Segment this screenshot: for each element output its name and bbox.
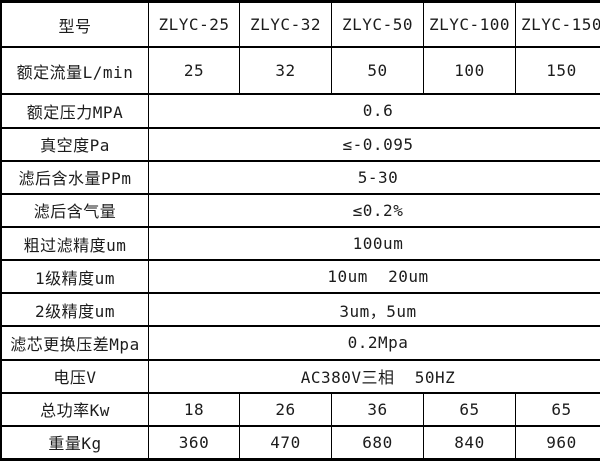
cell-flow-5: 150 [516, 48, 600, 94]
cell-stage1-precision: 10um 20um [149, 261, 600, 293]
row-label-stage1-precision: 1级精度um [2, 261, 148, 293]
row-label-total-power: 总功率Kw [2, 393, 148, 425]
cell-rated-pressure: 0.6 [149, 95, 600, 127]
cell-power-4: 65 [424, 393, 515, 425]
row-label-rated-pressure: 额定压力MPA [2, 95, 148, 127]
table-row: 滤后含水量PPm 5-30 [2, 161, 600, 193]
cell-voltage: AC380V三相 50HZ [149, 360, 600, 392]
cell-coarse-precision: 100um [149, 227, 600, 260]
table-row: 滤后含气量 ≤0.2% [2, 194, 600, 226]
row-label-vacuum: 真空度Pa [2, 128, 148, 160]
cell-weight-4: 840 [424, 426, 515, 458]
row-label-element-pressure-diff: 滤芯更换压差Mpa [2, 327, 148, 359]
cell-flow-1: 25 [149, 48, 239, 94]
table-row: 额定压力MPA 0.6 [2, 95, 600, 127]
cell-flow-4: 100 [424, 48, 515, 94]
cell-water-content: 5-30 [149, 161, 600, 193]
cell-model-3: ZLYC-50 [332, 3, 423, 47]
cell-vacuum: ≤-0.095 [149, 128, 600, 160]
cell-model-5: ZLYC-150 [516, 3, 600, 47]
cell-weight-3: 680 [332, 426, 423, 458]
table-row: 滤芯更换压差Mpa 0.2Mpa [2, 327, 600, 359]
table-row: 2级精度um 3um，5um [2, 294, 600, 326]
row-label-stage2-precision: 2级精度um [2, 294, 148, 326]
cell-weight-5: 960 [516, 426, 600, 458]
cell-weight-2: 470 [240, 426, 331, 458]
table-row: 1级精度um 10um 20um [2, 261, 600, 293]
cell-model-2: ZLYC-32 [240, 3, 331, 47]
cell-gas-content: ≤0.2% [149, 194, 600, 226]
table-row: 真空度Pa ≤-0.095 [2, 128, 600, 160]
table-row: 型号 ZLYC-25 ZLYC-32 ZLYC-50 ZLYC-100 ZLYC… [2, 3, 600, 47]
row-label-voltage: 电压V [2, 360, 148, 392]
cell-model-4: ZLYC-100 [424, 3, 515, 47]
cell-power-3: 36 [332, 393, 423, 425]
cell-element-pressure-diff: 0.2Mpa [149, 327, 600, 359]
cell-stage2-precision: 3um，5um [149, 294, 600, 326]
cell-power-1: 18 [149, 393, 239, 425]
table-row: 电压V AC380V三相 50HZ [2, 360, 600, 392]
row-label-coarse-precision: 粗过滤精度um [2, 227, 148, 260]
table-row: 总功率Kw 18 26 36 65 65 [2, 393, 600, 425]
row-label-gas-content: 滤后含气量 [2, 194, 148, 226]
row-label-weight: 重量Kg [2, 426, 148, 458]
row-label-model: 型号 [2, 3, 148, 47]
cell-power-5: 65 [516, 393, 600, 425]
table-row: 粗过滤精度um 100um [2, 227, 600, 260]
cell-weight-1: 360 [149, 426, 239, 458]
table-row: 额定流量L/min 25 32 50 100 150 [2, 48, 600, 94]
cell-flow-3: 50 [332, 48, 423, 94]
table-row: 重量Kg 360 470 680 840 960 [2, 426, 600, 458]
cell-model-1: ZLYC-25 [149, 3, 239, 47]
row-label-rated-flow: 额定流量L/min [2, 48, 148, 94]
cell-flow-2: 32 [240, 48, 331, 94]
cell-power-2: 26 [240, 393, 331, 425]
row-label-water-content: 滤后含水量PPm [2, 161, 148, 193]
